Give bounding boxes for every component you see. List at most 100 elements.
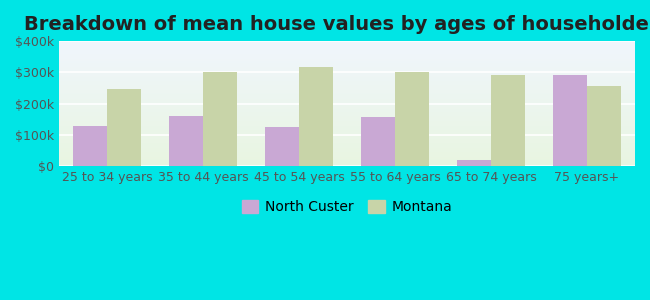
- Bar: [59, 63, 635, 64]
- Bar: [59, 73, 635, 74]
- Bar: [59, 48, 635, 49]
- Bar: [59, 102, 635, 103]
- Bar: [59, 147, 635, 148]
- Bar: [59, 98, 635, 99]
- Bar: [59, 93, 635, 94]
- Bar: [59, 95, 635, 96]
- Bar: [59, 162, 635, 163]
- Bar: [170, 116, 203, 166]
- Bar: [59, 86, 635, 87]
- Bar: [59, 106, 635, 107]
- Bar: [59, 151, 635, 152]
- Bar: [59, 74, 635, 75]
- Bar: [587, 85, 621, 166]
- Bar: [59, 42, 635, 43]
- Bar: [59, 41, 635, 42]
- Bar: [59, 140, 635, 141]
- Bar: [59, 125, 635, 126]
- Bar: [59, 153, 635, 154]
- Bar: [59, 45, 635, 46]
- Bar: [107, 89, 140, 166]
- Bar: [59, 119, 635, 120]
- Bar: [59, 52, 635, 53]
- Bar: [491, 75, 525, 166]
- Bar: [59, 146, 635, 147]
- Bar: [59, 78, 635, 79]
- Bar: [59, 142, 635, 143]
- Bar: [59, 158, 635, 159]
- Bar: [59, 104, 635, 105]
- Bar: [59, 49, 635, 50]
- Bar: [59, 116, 635, 117]
- Bar: [59, 130, 635, 131]
- Bar: [59, 67, 635, 68]
- Bar: [59, 157, 635, 158]
- Bar: [59, 150, 635, 151]
- Bar: [59, 88, 635, 89]
- Bar: [59, 53, 635, 54]
- Bar: [59, 114, 635, 115]
- Bar: [59, 79, 635, 80]
- Bar: [59, 133, 635, 134]
- Bar: [59, 103, 635, 104]
- Bar: [458, 160, 491, 166]
- Bar: [59, 148, 635, 149]
- Bar: [59, 82, 635, 83]
- Bar: [59, 65, 635, 66]
- Bar: [59, 50, 635, 51]
- Bar: [59, 159, 635, 160]
- Bar: [59, 163, 635, 164]
- Bar: [361, 117, 395, 166]
- Bar: [59, 44, 635, 45]
- Bar: [59, 100, 635, 101]
- Bar: [59, 129, 635, 130]
- Bar: [59, 152, 635, 153]
- Bar: [59, 43, 635, 44]
- Bar: [59, 84, 635, 85]
- Bar: [59, 128, 635, 129]
- Bar: [59, 87, 635, 88]
- Bar: [59, 55, 635, 56]
- Bar: [59, 71, 635, 72]
- Bar: [59, 66, 635, 67]
- Bar: [59, 108, 635, 109]
- Bar: [59, 90, 635, 91]
- Bar: [59, 47, 635, 48]
- Bar: [59, 139, 635, 140]
- Bar: [59, 135, 635, 136]
- Bar: [395, 72, 428, 166]
- Bar: [59, 123, 635, 124]
- Title: Breakdown of mean house values by ages of householders: Breakdown of mean house values by ages o…: [24, 15, 650, 34]
- Bar: [59, 46, 635, 47]
- Bar: [299, 67, 333, 166]
- Bar: [59, 107, 635, 108]
- Bar: [59, 161, 635, 162]
- Bar: [59, 164, 635, 165]
- Bar: [59, 101, 635, 102]
- Bar: [59, 62, 635, 63]
- Bar: [59, 59, 635, 60]
- Bar: [59, 76, 635, 77]
- Bar: [59, 138, 635, 139]
- Bar: [59, 145, 635, 146]
- Bar: [59, 134, 635, 135]
- Bar: [265, 127, 299, 166]
- Bar: [59, 136, 635, 137]
- Bar: [59, 124, 635, 125]
- Bar: [59, 75, 635, 76]
- Bar: [59, 51, 635, 52]
- Bar: [59, 165, 635, 166]
- Bar: [59, 68, 635, 69]
- Bar: [59, 60, 635, 61]
- Bar: [59, 143, 635, 144]
- Bar: [59, 99, 635, 100]
- Bar: [59, 118, 635, 119]
- Bar: [59, 112, 635, 113]
- Bar: [59, 126, 635, 127]
- Bar: [59, 120, 635, 121]
- Bar: [59, 131, 635, 132]
- Bar: [59, 141, 635, 142]
- Bar: [553, 75, 587, 166]
- Legend: North Custer, Montana: North Custer, Montana: [242, 200, 452, 214]
- Bar: [73, 126, 107, 166]
